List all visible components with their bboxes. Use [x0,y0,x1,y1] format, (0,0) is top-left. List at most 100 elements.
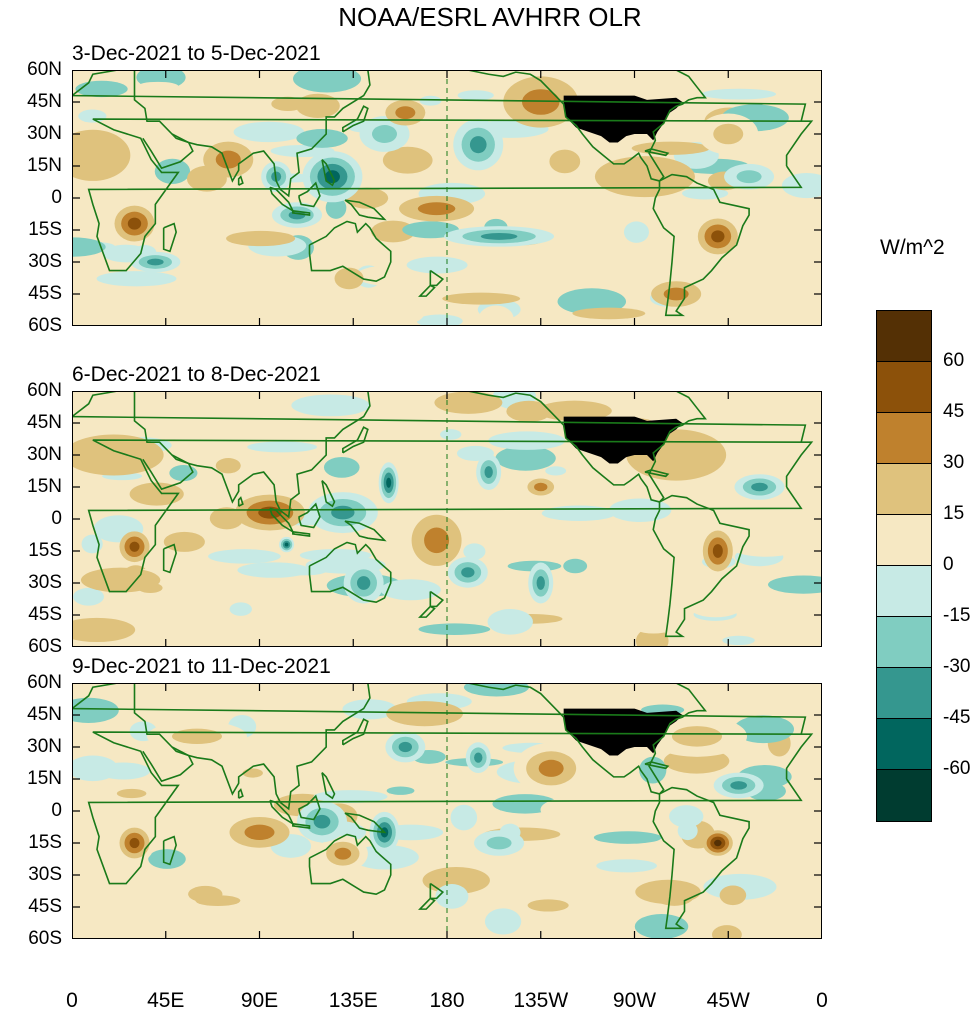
coastline [308,833,392,896]
anomaly-patch [730,582,754,593]
lat-tick-label: 45N [27,704,62,725]
anomaly-contour [215,457,241,474]
coastline [237,496,244,507]
anomaly-patch [623,221,649,243]
coastline [237,175,244,186]
lat-tick-label: 60N [27,59,62,80]
coastline [72,683,807,735]
anomaly-patch [163,531,205,552]
coastline [142,454,194,491]
anomaly-patch [762,430,802,446]
anomaly-patch [386,701,463,727]
coastline [644,469,670,478]
coastlines [72,683,814,930]
coastline [72,391,807,443]
anomaly-patch [282,566,327,576]
lat-tick-label: 60S [28,636,62,657]
coastline [162,835,177,866]
colorbar-swatch [877,566,931,617]
anomaly-patch [78,109,107,123]
anomaly-patch [386,786,415,795]
coastline [133,391,371,519]
anomaly-patch [242,768,263,778]
anomaly-patch [631,141,710,155]
coastline [429,590,445,608]
panel-3-period-label: 9-Dec-2021 to 11-Dec-2021 [72,655,331,678]
colorbar-label: 45 [943,401,965,422]
axis-ticks [72,70,822,326]
coastline [87,439,814,593]
coastline [298,502,321,529]
colorbar-swatch [877,413,931,464]
anomaly-patch [634,914,689,939]
anomaly-contour [736,170,762,184]
coastline [321,480,336,508]
anomaly-contour [386,477,392,488]
anomaly-patch [137,81,179,92]
anomaly-patch [545,466,567,476]
anomaly-patch [233,121,305,143]
anomaly-patch [169,464,198,482]
anomaly-patch [578,895,644,918]
anomaly-patch [695,908,763,925]
anomaly-patch [768,575,822,594]
anomaly-patch [457,90,494,101]
anomaly-contour [395,106,416,120]
anomaly-contour [331,505,355,520]
lat-tick-label: 30N [27,736,62,757]
anomaly-patch [175,696,213,722]
lat-tick-label: 15N [27,155,62,176]
anomaly-contour [672,726,722,747]
panel-1-period-label: 3-Dec-2021 to 5-Dec-2021 [72,42,321,65]
lat-tick-label: 30S [28,572,62,593]
coastline [652,494,750,638]
lon-tick-label: 135W [513,989,569,1012]
anomaly-contour [714,839,722,847]
colorbar-label: -30 [943,656,971,677]
panel-2-map [72,391,822,647]
coastline [133,683,371,811]
lat-tick-label: 60S [28,928,62,949]
colorbar-swatch [877,770,931,821]
anomaly-patch [691,600,740,618]
anomaly-contour [712,544,723,558]
usa-state-boundaries [563,416,683,464]
anomaly-patch [435,884,469,909]
anomaly-contour [357,576,371,590]
anomaly-patch [293,70,362,93]
anomaly-patch [596,859,657,873]
coastline [292,210,311,216]
anomaly-features [72,715,764,872]
anomaly-patch [419,95,442,106]
anomaly-contour [461,567,475,578]
anomaly-contour [244,824,275,841]
coastline [344,199,387,221]
lat-tick-label: 0 [51,800,62,821]
anomaly-patch [72,237,106,257]
lat-tick-label: 15N [27,476,62,497]
panel-2-period-label: 6-Dec-2021 to 8-Dec-2021 [72,363,321,386]
anomaly-contour [480,232,518,240]
coastline [652,173,750,317]
coastline [237,788,244,799]
anomaly-patch [349,306,382,319]
anomaly-patch [334,267,364,290]
coastlines [72,391,814,638]
anomaly-patch [115,597,183,614]
anomaly-patch [450,804,478,831]
lat-tick-label: 15S [28,832,62,853]
coastline [644,761,670,770]
anomaly-contour [538,759,564,777]
coastline [467,391,707,503]
anomaly-patch [563,558,588,574]
colorbar-label: 0 [943,554,954,575]
colorbar-label: 60 [943,350,965,371]
anomaly-contour [417,202,456,216]
anomaly-contour [129,541,140,552]
lon-tick-label: 90E [240,989,279,1012]
panel-3-map [72,683,822,939]
anomaly-contour [469,136,487,154]
anomaly-patch [416,314,463,326]
anomaly-patch [72,697,119,723]
anomaly-contour [594,156,695,198]
